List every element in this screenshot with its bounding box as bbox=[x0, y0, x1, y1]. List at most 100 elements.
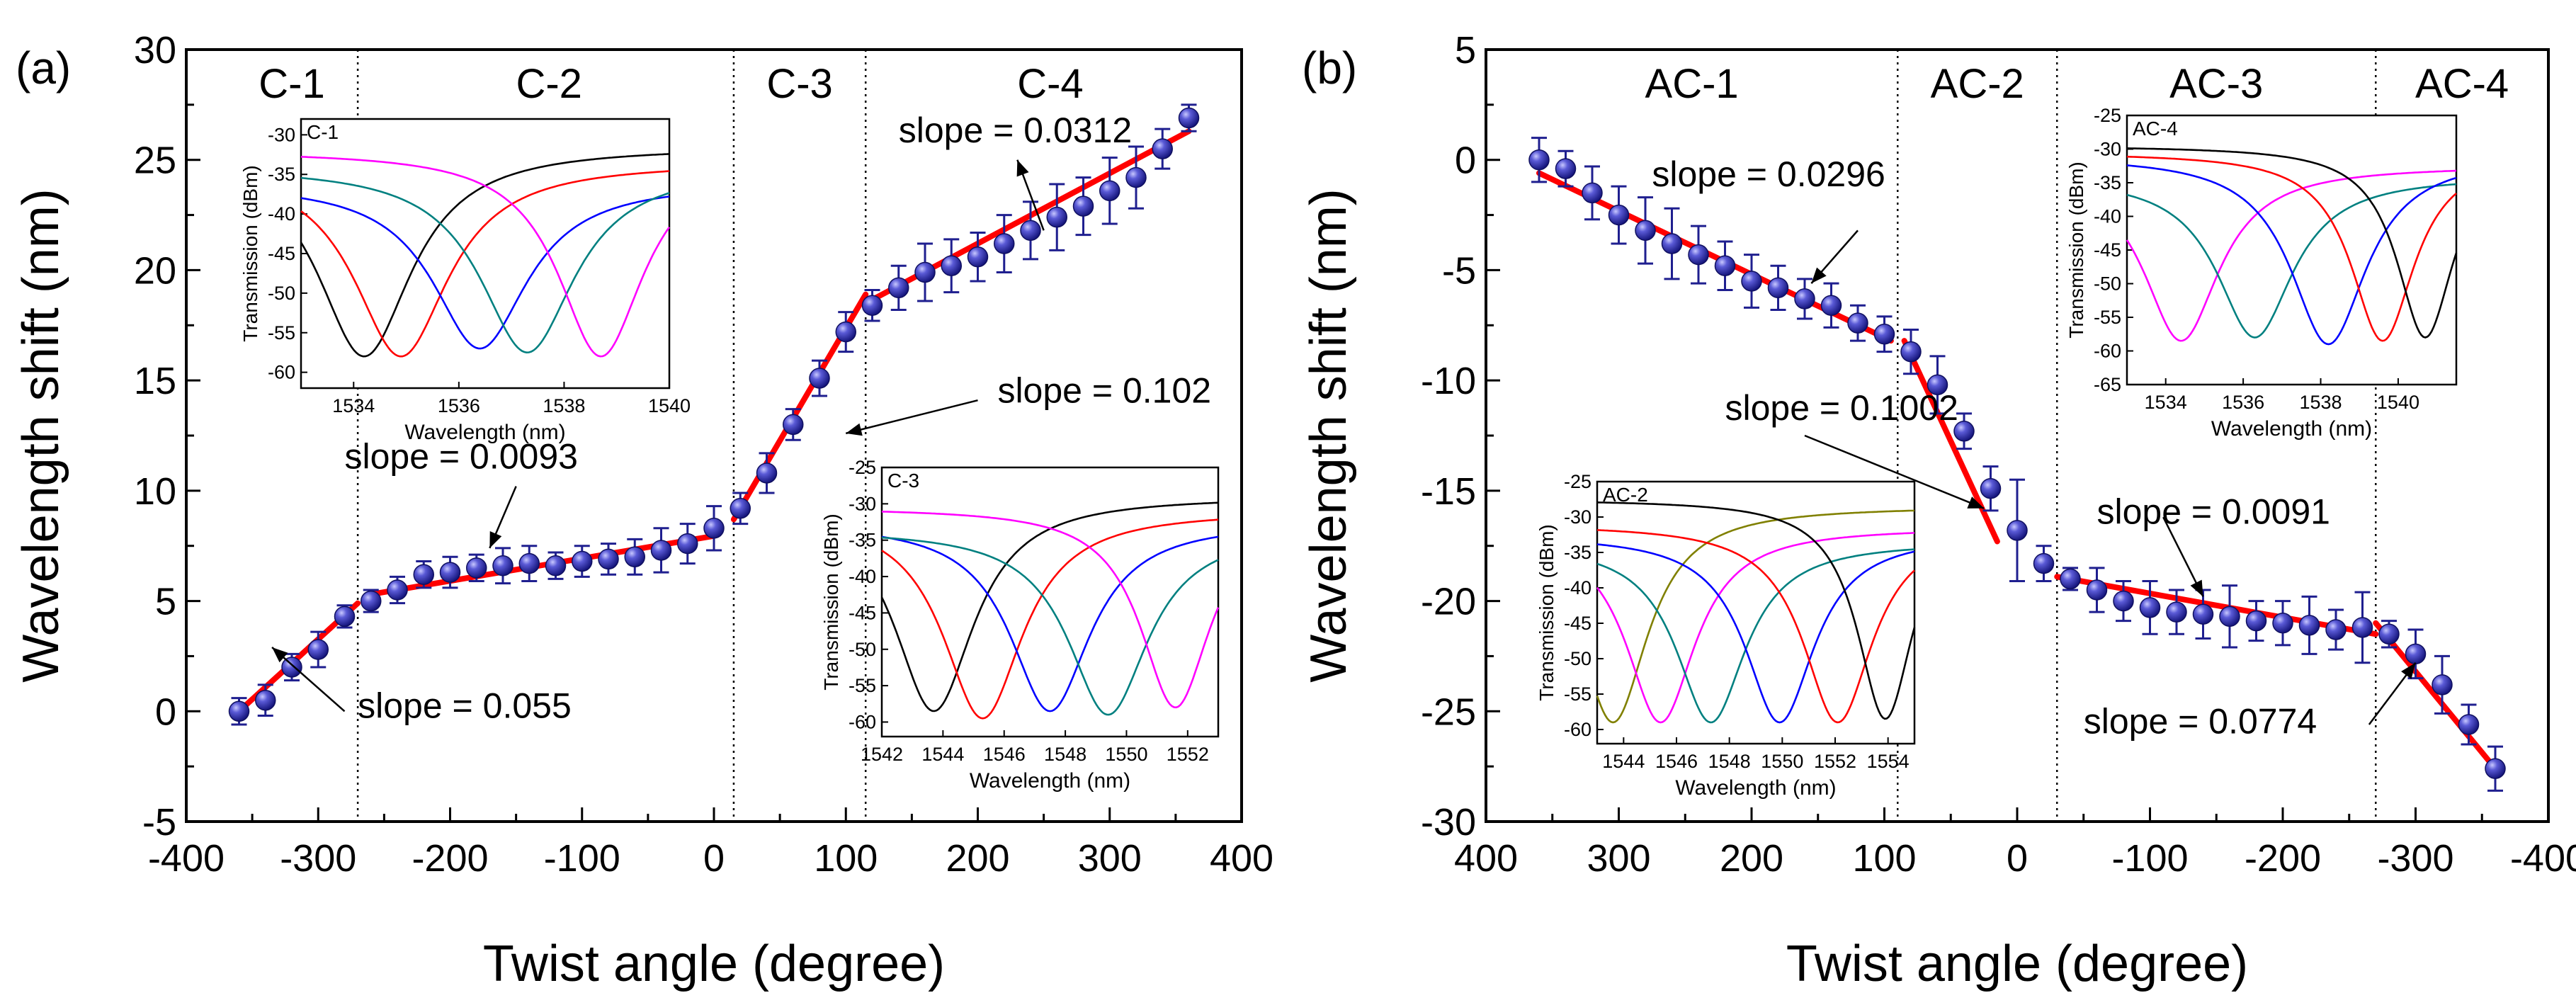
region-label: C-3 bbox=[766, 61, 832, 107]
panel-a-x-axis-title: Twist angle (degree) bbox=[483, 936, 945, 992]
region-label: AC-3 bbox=[2169, 61, 2263, 107]
inset-spectrum-magenta bbox=[1596, 532, 1915, 724]
data-point bbox=[2113, 590, 2134, 612]
annotation-arrowhead bbox=[846, 423, 863, 436]
inset-spectrum-red bbox=[881, 518, 1219, 720]
data-point bbox=[2007, 520, 2028, 541]
inset-y-tick-label: -35 bbox=[1564, 542, 1591, 563]
inset-y-tick-label: -25 bbox=[1564, 471, 1591, 492]
inset-x-tick-label: 1534 bbox=[2145, 392, 2187, 413]
x-tick-label: 100 bbox=[1852, 837, 1916, 880]
inset-y-tick-label: -60 bbox=[849, 711, 876, 732]
data-point bbox=[1555, 158, 1577, 179]
inset-y-axis-title: Transmission (dBm) bbox=[2065, 161, 2087, 338]
inset-y-tick-label: -50 bbox=[1564, 648, 1591, 669]
inset-y-tick-label: -40 bbox=[268, 203, 295, 225]
data-point bbox=[1953, 421, 1975, 442]
data-point bbox=[967, 246, 989, 268]
inset-frame bbox=[300, 118, 671, 390]
data-point bbox=[361, 590, 382, 612]
inset-y-axis-title: Transmission (dBm) bbox=[239, 165, 261, 341]
y-tick-label: -15 bbox=[1421, 470, 1476, 513]
data-point bbox=[2432, 674, 2453, 695]
inset-spectrum-magenta bbox=[881, 511, 1220, 709]
inset-x-tick-label: 1548 bbox=[1708, 751, 1751, 772]
annotation-arrowhead bbox=[489, 531, 502, 548]
inset-frame bbox=[880, 466, 1220, 738]
data-point bbox=[1635, 220, 1656, 242]
data-point bbox=[756, 462, 778, 484]
data-point bbox=[1020, 220, 1041, 242]
y-tick-label: 25 bbox=[134, 140, 176, 182]
inset-y-tick-label: -30 bbox=[1564, 506, 1591, 528]
panel-a-slope-annotations: slope = 0.055 slope = 0.0093 slope = 0.102… bbox=[271, 110, 1211, 726]
inset-x-tick-label: 1534 bbox=[332, 395, 375, 416]
data-point bbox=[598, 548, 619, 570]
inset-x-tick-label: 1548 bbox=[1044, 744, 1086, 765]
y-tick-label: 15 bbox=[134, 360, 176, 402]
fit-line-segment bbox=[2373, 620, 2498, 772]
panel-a: (a) -400 -300 -200 -100 0 100 200 300 400-505101… bbox=[13, 29, 1273, 992]
slope-annotation: slope = 0.055 bbox=[358, 686, 572, 726]
inset-ac-2: 1544 1546 1548 1550 1552 1554 -25 -30 -35 -40 -45 -… bbox=[1536, 471, 1916, 800]
y-tick-label: 0 bbox=[155, 691, 176, 733]
data-point bbox=[1714, 255, 1736, 276]
data-point bbox=[2086, 579, 2108, 601]
inset-y-tick-label: -55 bbox=[849, 675, 876, 696]
data-point bbox=[783, 414, 804, 436]
data-point bbox=[413, 564, 434, 585]
data-point bbox=[2485, 758, 2506, 780]
annotation-arrowhead bbox=[2190, 579, 2203, 597]
data-point bbox=[492, 555, 514, 577]
inset-c-3: 1542 1544 1546 1548 1550 1552 -25 -30 -35 -40 -45 -… bbox=[820, 457, 1220, 793]
inset-y-tick-label: -60 bbox=[1564, 719, 1591, 740]
inset-spectrum-olive bbox=[1596, 509, 1915, 724]
data-point bbox=[677, 533, 698, 555]
data-point bbox=[2272, 612, 2293, 634]
data-point bbox=[1741, 271, 1762, 292]
data-point bbox=[1528, 149, 1550, 171]
x-tick-label: -100 bbox=[2111, 837, 2188, 880]
inset-y-axis-title: Transmission (dBm) bbox=[820, 513, 842, 690]
slope-annotation: slope = 0.0296 bbox=[1652, 154, 1885, 194]
x-tick-label: 400 bbox=[1454, 837, 1518, 880]
data-point bbox=[1927, 374, 1948, 396]
data-point bbox=[703, 518, 725, 539]
data-point bbox=[1661, 233, 1683, 254]
inset-x-axis-title: Wavelength (nm) bbox=[404, 421, 565, 444]
data-point bbox=[1582, 182, 1603, 204]
x-tick-label: -200 bbox=[2245, 837, 2321, 880]
data-point bbox=[2458, 714, 2480, 735]
x-tick-label: 200 bbox=[1720, 837, 1783, 880]
panel-a-insets: 1534 1536 1538 1540 -30 -35 -40 -45 -50 -55 -60 Wav… bbox=[239, 118, 1220, 793]
data-point bbox=[1072, 195, 1094, 217]
y-tick-label: -5 bbox=[1442, 249, 1476, 292]
inset-spectrum-blue bbox=[300, 195, 670, 350]
x-tick-label: -300 bbox=[2377, 837, 2453, 880]
y-tick-label: -5 bbox=[142, 801, 176, 844]
data-point bbox=[466, 557, 487, 579]
inset-y-tick-label: -45 bbox=[1564, 613, 1591, 634]
data-point bbox=[1152, 138, 1173, 159]
fit-line-segment bbox=[863, 128, 1192, 307]
region-label: C-2 bbox=[516, 61, 581, 107]
x-tick-label: 300 bbox=[1587, 837, 1650, 880]
y-tick-label: 5 bbox=[1455, 29, 1476, 72]
x-tick-label: 0 bbox=[2007, 837, 2028, 880]
data-point bbox=[1099, 180, 1120, 202]
data-point bbox=[2219, 606, 2240, 628]
data-point bbox=[835, 321, 856, 343]
inset-ac-4: 1534 1536 1538 1540 -25 -30 -35 -40 -45 -50 -55 -60… bbox=[2065, 105, 2458, 441]
data-point bbox=[1608, 204, 1630, 226]
inset-spectrum-black bbox=[1596, 501, 1916, 720]
data-point bbox=[888, 277, 909, 299]
inset-x-tick-label: 1552 bbox=[1167, 744, 1209, 765]
annotation-arrowhead bbox=[272, 647, 288, 663]
inset-y-tick-label: -35 bbox=[849, 530, 876, 551]
inset-x-tick-label: 1544 bbox=[921, 744, 964, 765]
panel-b-data-points bbox=[1528, 137, 2506, 792]
data-point bbox=[439, 562, 461, 583]
inset-x-tick-label: 1538 bbox=[2299, 392, 2342, 413]
data-point bbox=[2351, 617, 2373, 638]
